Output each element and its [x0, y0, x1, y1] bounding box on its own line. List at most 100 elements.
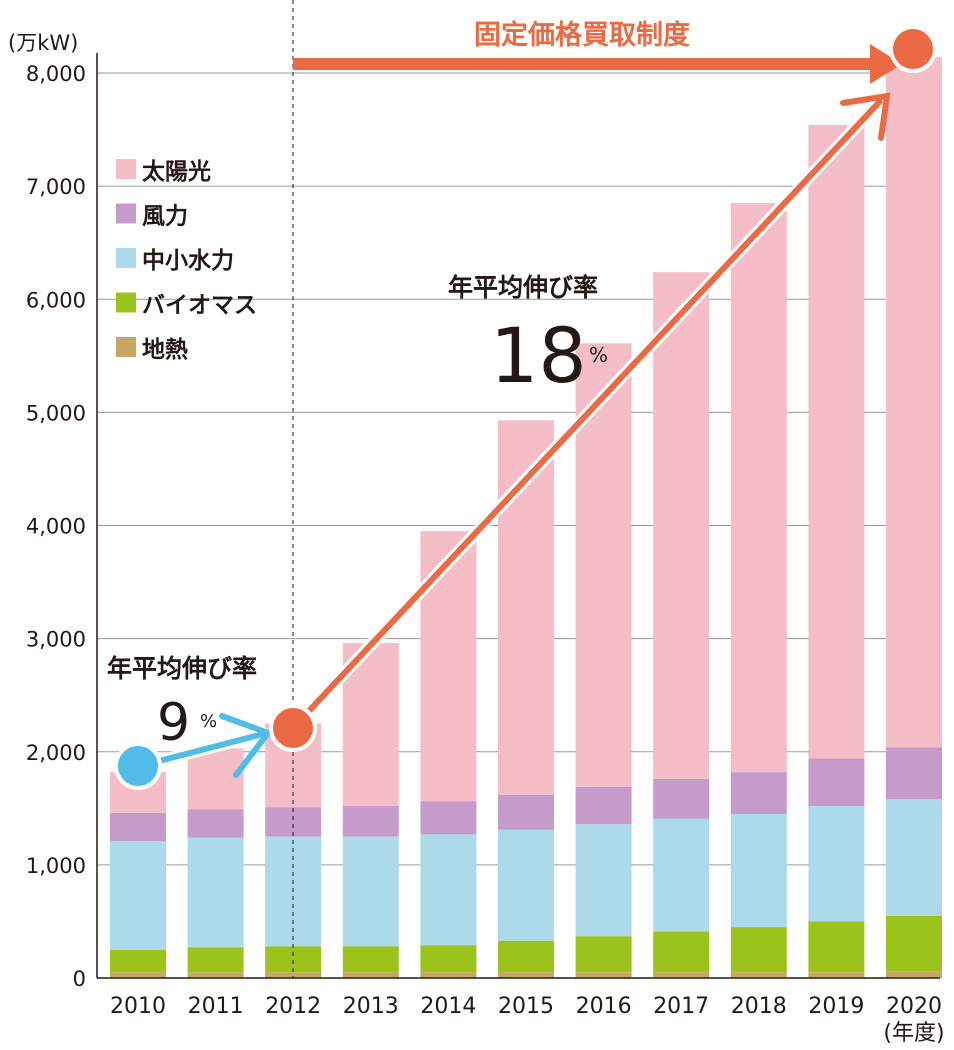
x-tick-label: 2015: [498, 994, 554, 1019]
bar-stack-2013: [342, 643, 399, 978]
y-tick-label: 5,000: [26, 401, 86, 425]
bar-segment: [420, 834, 477, 946]
legend-item: バイオマス: [116, 292, 257, 319]
bar-segment: [187, 972, 244, 978]
bar-segment: [730, 813, 787, 928]
start-point-2010: [114, 742, 162, 790]
bar-stack-2017: [653, 272, 710, 978]
pre-growth-label: 年平均伸び率: [107, 654, 257, 683]
bar-stack-2015: [498, 420, 554, 978]
bar-stack-2020: [886, 57, 942, 978]
y-tick-label: 7,000: [26, 175, 86, 199]
bar-segment: [420, 801, 477, 835]
start-point-2012: [269, 704, 317, 752]
bar-segment: [420, 531, 477, 802]
legend-item: 中小水力: [116, 248, 234, 274]
pre-growth-value: 9: [157, 693, 190, 753]
y-tick-label: 6,000: [26, 288, 86, 312]
bar-segment: [110, 812, 166, 842]
x-tick-label: 2014: [420, 994, 476, 1019]
policy-arrow-head: [870, 44, 902, 84]
post-growth-value: 18: [490, 311, 587, 400]
legend-item: 地熱: [116, 337, 188, 363]
bar-segment: [808, 758, 865, 807]
legend-item: 風力: [116, 203, 188, 230]
legend-swatch: [116, 292, 136, 313]
bar-segment: [498, 794, 554, 830]
post-growth-label: 年平均伸び率: [448, 273, 598, 302]
x-tick-label: 2018: [731, 994, 787, 1019]
bar-segment: [187, 837, 244, 948]
bar-segment: [342, 806, 399, 837]
bar-segment: [187, 947, 244, 973]
bar-stack-2011: [187, 748, 244, 978]
bar-segment: [110, 841, 166, 950]
bar-segment: [342, 972, 399, 978]
legend-label: 太陽光: [142, 159, 211, 185]
bar-segment: [653, 272, 710, 779]
bar-segment: [886, 747, 942, 800]
bar-segment: [886, 971, 942, 978]
bar-segment: [730, 203, 787, 773]
bar-segment: [187, 748, 244, 810]
bar-segment: [653, 818, 710, 932]
bar-segment: [730, 772, 787, 814]
legend-swatch: [116, 337, 136, 357]
y-tick-label: 2,000: [26, 741, 86, 765]
post-growth-arrowhead: [840, 92, 891, 141]
growth-annotations: 年平均伸び率 9 % 年平均伸び率 18%: [107, 25, 937, 790]
policy-annotation: 固定価格買取制度: [292, 0, 902, 978]
bar-segment: [808, 125, 865, 759]
bar-segment: [730, 927, 787, 973]
bar-segment: [575, 824, 632, 937]
bar-segment: [498, 829, 554, 941]
bar-segment: [420, 972, 477, 978]
bar-segment: [265, 807, 322, 837]
y-tick-label: 0: [73, 967, 86, 991]
bar-segment: [730, 972, 787, 978]
x-tick-label: 2013: [343, 994, 399, 1019]
legend-label: バイオマス: [142, 293, 257, 319]
bar-stack-2019: [808, 125, 865, 978]
y-tick-label: 3,000: [26, 628, 86, 652]
bar-segment: [653, 931, 710, 973]
bar-segment: [886, 799, 942, 916]
bar-segment: [575, 972, 632, 978]
bar-stack-2018: [730, 203, 787, 978]
legend-swatch: [116, 159, 136, 179]
pre-growth-unit: %: [200, 711, 217, 732]
bar-stack-2016: [575, 343, 632, 978]
bar-segment: [342, 836, 399, 947]
bar-segment: [886, 57, 942, 748]
x-tick-label: 2016: [576, 994, 632, 1019]
post-growth-unit: %: [589, 343, 608, 367]
legend-label: 中小水力: [142, 248, 234, 274]
bar-segment: [498, 940, 554, 973]
legend-label: 風力: [142, 204, 188, 230]
bar-stack-2014: [420, 531, 477, 978]
bar-segment: [653, 972, 710, 978]
x-tick-label: 2019: [808, 994, 864, 1019]
bar-segment: [498, 972, 554, 978]
legend-item: 太陽光: [116, 159, 211, 185]
bar-segment: [886, 915, 942, 972]
legend-swatch: [116, 248, 136, 268]
bar-stack-2010: [110, 772, 166, 978]
bar-segment: [653, 778, 710, 819]
bar-segment: [808, 921, 865, 973]
y-tick-label: 4,000: [26, 515, 86, 539]
bar-segment: [420, 945, 477, 973]
end-point-2020: [889, 25, 937, 73]
bar-segment: [342, 946, 399, 973]
bar-segment: [110, 972, 166, 978]
x-tick-label: 2011: [188, 994, 244, 1019]
bar-segment: [808, 972, 865, 978]
bar-segment: [575, 936, 632, 973]
x-tick-label: 2020: [886, 994, 942, 1019]
x-axis-unit-label: (年度): [883, 1021, 944, 1046]
bars: [110, 57, 942, 978]
bar-segment: [187, 809, 244, 838]
bar-segment: [808, 806, 865, 922]
